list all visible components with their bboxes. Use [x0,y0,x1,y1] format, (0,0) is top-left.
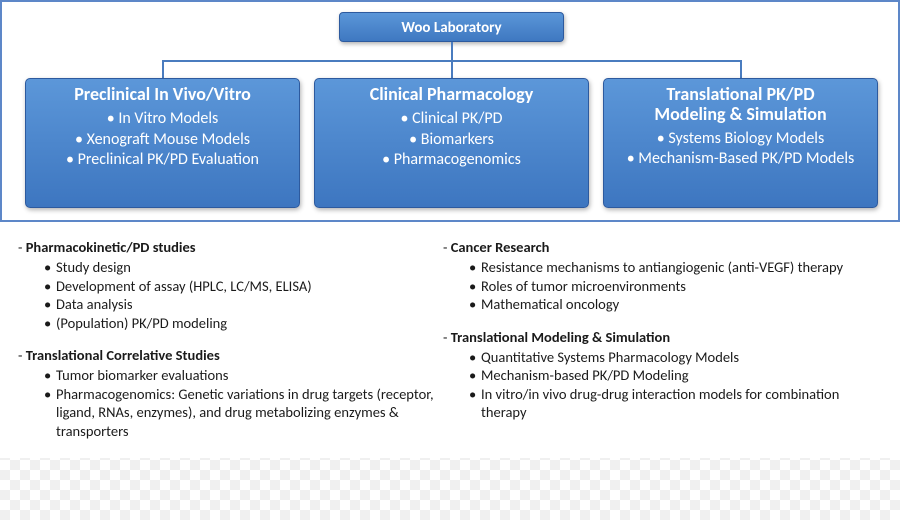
section-title: Translational Modeling & Simulation [443,328,868,346]
section-item: Pharmacogenomics: Genetic variations in … [44,385,443,441]
child-node-translational: Translational PK/PD Modeling & Simulatio… [603,78,878,208]
child-title: Clinical Pharmacology [319,85,584,105]
section-title: Translational Correlative Studies [18,346,443,364]
section-items: Study design Development of assay (HPLC,… [30,258,443,332]
section-item: In vitro/in vivo drug-drug interaction m… [469,385,868,422]
right-column: Cancer Research Resistance mechanisms to… [455,232,880,440]
section-item: Mathematical oncology [469,295,868,314]
text-sections: Pharmacokinetic/PD studies Study design … [0,222,900,458]
connector [451,42,453,60]
child-items: Clinical PK/PD Biomarkers Pharmacogenomi… [319,109,584,171]
section-title: Pharmacokinetic/PD studies [18,238,443,256]
section-item: Resistance mechanisms to antiangiogenic … [469,258,868,277]
section-item: Tumor biomarker evaluations [44,366,443,385]
section-item: Roles of tumor microenvironments [469,277,868,296]
connector [740,60,742,78]
child-title: Preclinical In Vivo/Vitro [30,85,295,105]
section-item: Mechanism-based PK/PD Modeling [469,366,868,385]
section-items: Resistance mechanisms to antiangiogenic … [455,258,868,314]
child-item: Pharmacogenomics [319,150,584,171]
child-node-clinical: Clinical Pharmacology Clinical PK/PD Bio… [314,78,589,208]
title-line: Translational PK/PD [666,83,814,105]
connector [451,60,453,78]
title-line: Modeling & Simulation [654,103,826,125]
child-item: In Vitro Models [30,109,295,130]
section-items: Tumor biomarker evaluations Pharmacogeno… [30,366,443,440]
child-items: In Vitro Models Xenograft Mouse Models P… [30,109,295,171]
child-item: Biomarkers [319,130,584,151]
section-item: Data analysis [44,295,443,314]
section-title: Cancer Research [443,238,868,256]
left-column: Pharmacokinetic/PD studies Study design … [30,232,455,440]
child-items: Systems Biology Models Mechanism-Based P… [608,129,873,171]
child-item: Clinical PK/PD [319,109,584,130]
root-node: Woo Laboratory [339,12,564,42]
child-item: Mechanism-Based PK/PD Models [608,149,873,170]
section-item: Quantitative Systems Pharmacology Models [469,348,868,367]
child-item: Preclinical PK/PD Evaluation [30,150,295,171]
section-items: Quantitative Systems Pharmacology Models… [455,348,868,422]
connector [162,60,164,78]
child-item: Systems Biology Models [608,129,873,150]
child-node-preclinical: Preclinical In Vivo/Vitro In Vitro Model… [25,78,300,208]
section-item: (Population) PK/PD modeling [44,314,443,333]
child-title: Translational PK/PD Modeling & Simulatio… [608,85,873,125]
section-item: Study design [44,258,443,277]
section-item: Development of assay (HPLC, LC/MS, ELISA… [44,277,443,296]
org-chart: Woo Laboratory Preclinical In Vivo/Vitro… [0,0,900,222]
child-item: Xenograft Mouse Models [30,130,295,151]
